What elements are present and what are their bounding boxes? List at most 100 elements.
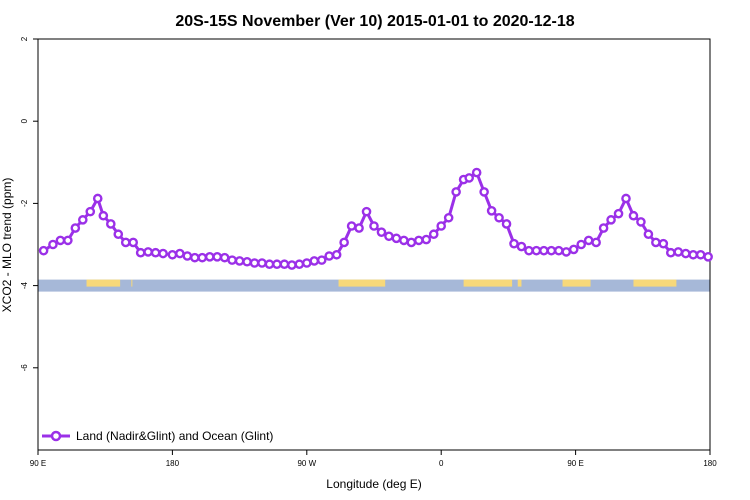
y-tick-label: 2 — [20, 36, 29, 41]
data-point — [413, 235, 424, 246]
data-point — [113, 229, 124, 240]
data-point — [531, 245, 542, 256]
data-point — [436, 221, 447, 231]
data-point — [150, 247, 161, 258]
data-point — [182, 251, 193, 261]
y-axis-label: XCO2 - MLO trend (ppm) — [0, 178, 14, 313]
surface-band — [38, 279, 710, 292]
data-point — [494, 212, 504, 223]
data-point — [443, 212, 454, 223]
land-segment — [517, 279, 522, 287]
data-point — [128, 237, 138, 248]
chart-title: 20S-15S November (Ver 10) 2015-01-01 to … — [175, 13, 574, 30]
data-point — [301, 258, 312, 268]
data-point — [219, 252, 230, 263]
data-point — [175, 248, 185, 259]
land-segment — [86, 279, 121, 287]
data-point — [598, 223, 609, 233]
data-point — [78, 215, 88, 225]
data-point — [257, 258, 267, 268]
x-tick-label: 180 — [166, 459, 180, 468]
data-point — [55, 235, 66, 246]
land-segment — [562, 279, 591, 287]
data-point — [666, 247, 676, 258]
data-point — [70, 223, 81, 233]
legend: Land (Nadir&Glint) and Ocean (Glint) — [42, 429, 273, 443]
series-layer — [38, 167, 713, 270]
data-point — [376, 227, 387, 237]
data-point — [227, 255, 237, 265]
data-point — [509, 238, 519, 249]
y-tick-label: -4 — [20, 281, 29, 289]
data-point — [234, 256, 245, 266]
data-point — [391, 233, 402, 244]
data-point — [591, 237, 601, 248]
x-tick-label: 0 — [439, 459, 444, 468]
data-point — [554, 245, 564, 256]
land-segment — [131, 279, 133, 287]
x-axis-label: Longitude (deg E) — [326, 477, 421, 491]
data-point — [106, 219, 116, 229]
data-point — [606, 215, 616, 225]
data-point — [316, 255, 327, 265]
data-point — [561, 247, 572, 257]
data-point — [92, 193, 103, 204]
data-point — [399, 235, 409, 246]
data-point — [339, 237, 349, 248]
legend-marker-swatch — [50, 430, 62, 442]
data-point — [546, 245, 557, 256]
x-tick-label: 90 E — [567, 459, 583, 468]
data-point — [673, 247, 684, 257]
data-point — [428, 229, 439, 240]
data-point — [167, 249, 178, 260]
legend-label: Land (Nadir&Glint) and Ocean (Glint) — [76, 429, 273, 443]
y-tick-label: -6 — [20, 364, 29, 372]
data-point — [63, 235, 73, 246]
data-point — [628, 210, 639, 221]
x-tick-label: 90 E — [30, 459, 46, 468]
plot-area — [37, 38, 711, 451]
data-point — [204, 252, 215, 262]
data-point — [85, 206, 96, 217]
data-point — [636, 217, 646, 227]
data-point — [197, 252, 208, 263]
data-point — [576, 239, 587, 250]
data-point — [384, 231, 394, 242]
data-point — [38, 245, 49, 256]
data-point — [331, 249, 342, 260]
data-point — [421, 234, 432, 245]
data-point — [658, 238, 669, 249]
land-segment — [633, 279, 677, 287]
data-point — [524, 245, 534, 256]
data-point — [583, 235, 594, 246]
data-point — [354, 223, 364, 233]
data-point — [479, 187, 489, 197]
data-point — [568, 244, 579, 255]
data-point — [451, 187, 461, 197]
data-point — [361, 206, 372, 217]
data-point — [516, 241, 527, 252]
data-point — [406, 237, 417, 248]
data-point — [189, 252, 200, 263]
x-axis: 90 E 180 90 W 0 90 E 180 — [30, 450, 717, 468]
data-point — [287, 260, 297, 270]
data-point — [98, 210, 109, 221]
data-point — [242, 256, 252, 267]
data-point — [212, 252, 222, 262]
x-tick-label: 180 — [703, 459, 717, 468]
x-tick-label: 90 W — [297, 459, 316, 468]
data-point — [680, 248, 691, 259]
data-point — [464, 173, 475, 183]
land-segment — [338, 279, 386, 287]
data-point — [48, 239, 58, 250]
data-point — [486, 205, 497, 216]
data-point — [135, 247, 146, 258]
data-point — [120, 237, 131, 248]
data-point — [264, 259, 275, 270]
data-point — [309, 256, 320, 266]
y-tick-label: -2 — [20, 199, 29, 207]
data-point — [471, 167, 482, 178]
data-point — [539, 245, 549, 256]
y-tick-label: 0 — [20, 118, 29, 123]
